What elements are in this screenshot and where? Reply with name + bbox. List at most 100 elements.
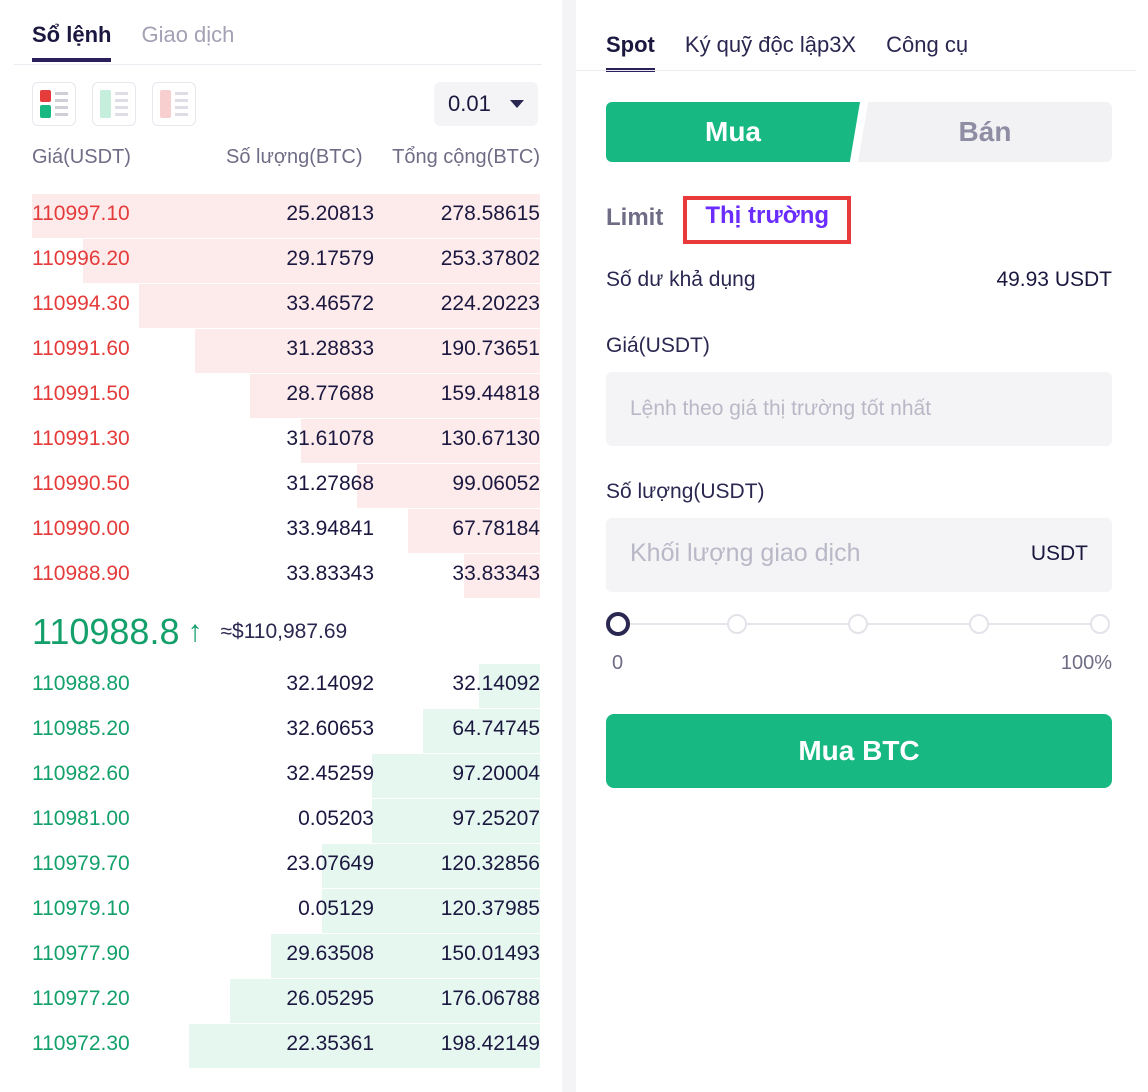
sell-tab-button[interactable]: Bán (858, 102, 1112, 162)
bid-row[interactable]: 110982.60 32.45259 97.20004 (32, 754, 540, 799)
ask-total: 278.58615 (440, 202, 540, 225)
tab-spot[interactable]: Spot (606, 32, 655, 72)
bid-total: 64.74745 (452, 717, 540, 740)
bid-qty: 29.63508 (286, 942, 374, 965)
bid-qty: 32.60653 (286, 717, 374, 740)
qty-input[interactable] (606, 518, 1112, 592)
ask-price: 110991.60 (32, 337, 130, 360)
ask-total: 190.73651 (440, 337, 540, 360)
bid-total: 120.37985 (440, 897, 540, 920)
depth-bar (32, 194, 540, 238)
bid-price: 110977.20 (32, 987, 130, 1010)
bid-price: 110977.90 (32, 942, 130, 965)
ask-qty: 25.20813 (286, 202, 374, 225)
order-type-limit[interactable]: Limit (606, 204, 664, 231)
bid-qty: 32.45259 (286, 762, 374, 785)
view-bids-icon[interactable] (92, 82, 136, 126)
ask-qty: 33.83343 (286, 562, 374, 585)
bid-qty: 32.14092 (286, 672, 374, 695)
bid-row[interactable]: 110988.80 32.14092 32.14092 (32, 664, 540, 709)
ask-row[interactable]: 110996.20 29.17579 253.37802 (32, 239, 540, 284)
bid-row[interactable]: 110972.30 22.35361 198.42149 (32, 1024, 540, 1069)
ask-row[interactable]: 110990.50 31.27868 99.06052 (32, 464, 540, 509)
qty-label: Số lượng(USDT) (606, 480, 765, 503)
ask-total: 99.06052 (452, 472, 540, 495)
amount-slider[interactable] (606, 610, 1110, 638)
depth-bar (372, 754, 540, 798)
ask-total: 224.20223 (440, 292, 540, 315)
asks-list: 110997.10 25.20813 278.58615 110996.20 29.17… (32, 194, 540, 599)
panel-divider (562, 0, 576, 1092)
ask-row[interactable]: 110990.00 33.94841 67.78184 (32, 509, 540, 554)
bid-qty: 22.35361 (286, 1032, 374, 1055)
ask-qty: 31.28833 (286, 337, 374, 360)
slider-step-25[interactable] (727, 614, 747, 634)
trade-tabs: Spot Ký quỹ độc lập3X Công cụ (606, 32, 968, 72)
bid-price: 110982.60 (32, 762, 130, 785)
price-label: Giá(USDT) (606, 334, 710, 357)
ask-total: 33.83343 (452, 562, 540, 585)
ask-row[interactable]: 110994.30 33.46572 224.20223 (32, 284, 540, 329)
slider-step-75[interactable] (969, 614, 989, 634)
tab-isolated-margin[interactable]: Ký quỹ độc lập3X (684, 32, 857, 57)
bid-total: 176.06788 (440, 987, 540, 1010)
bid-row[interactable]: 110979.10 0.05129 120.37985 (32, 889, 540, 934)
ask-total: 67.78184 (452, 517, 540, 540)
order-book-panel: Sổ lệnh Giao dịch (0, 0, 552, 1092)
bid-total: 97.25207 (452, 807, 540, 830)
depth-bar (230, 979, 540, 1023)
tab-order-book[interactable]: Sổ lệnh (32, 22, 112, 62)
ask-price: 110988.90 (32, 562, 130, 585)
depth-bar (270, 934, 540, 978)
header-price: Giá(USDT) (32, 146, 131, 168)
arrow-up-icon: ↑ (187, 615, 203, 648)
ask-qty: 33.94841 (286, 517, 374, 540)
slider-handle[interactable] (606, 612, 630, 636)
ask-row[interactable]: 110991.30 31.61078 130.67130 (32, 419, 540, 464)
ask-total: 159.44818 (440, 382, 540, 405)
ask-qty: 29.17579 (286, 247, 374, 270)
slider-step-50[interactable] (848, 614, 868, 634)
buy-btc-button[interactable]: Mua BTC (606, 714, 1112, 788)
depth-bar (301, 419, 540, 463)
precision-select[interactable]: 0.01 (434, 82, 538, 126)
qty-unit: USDT (1030, 542, 1088, 565)
depth-bar (479, 664, 540, 708)
depth-bar (194, 329, 540, 373)
tab-tools[interactable]: Công cụ (886, 32, 969, 57)
slider-step-100[interactable] (1090, 614, 1110, 634)
bids-list: 110988.80 32.14092 32.14092 110985.20 32.606… (32, 664, 540, 1069)
ask-price: 110997.10 (32, 202, 130, 225)
bid-total: 120.32856 (440, 852, 540, 875)
ask-total: 253.37802 (440, 247, 540, 270)
bid-total: 97.20004 (452, 762, 540, 785)
bid-row[interactable]: 110977.20 26.05295 176.06788 (32, 979, 540, 1024)
ask-total: 130.67130 (440, 427, 540, 450)
order-type-market[interactable]: Thị trường (683, 196, 852, 244)
bid-row[interactable]: 110979.70 23.07649 120.32856 (32, 844, 540, 889)
ask-row[interactable]: 110991.60 31.28833 190.73651 (32, 329, 540, 374)
price-input[interactable] (606, 372, 1112, 446)
header-total: Tổng cộng(BTC) (392, 146, 540, 168)
bid-row[interactable]: 110981.00 0.05203 97.25207 (32, 799, 540, 844)
view-both-icon[interactable] (32, 82, 76, 126)
ask-qty: 33.46572 (286, 292, 374, 315)
precision-value: 0.01 (448, 91, 491, 116)
view-asks-icon[interactable] (152, 82, 196, 126)
trade-panel: Spot Ký quỹ độc lập3X Công cụ Mua Bán Li… (576, 0, 1148, 1092)
divider (14, 64, 542, 65)
bid-total: 150.01493 (440, 942, 540, 965)
bid-price: 110985.20 (32, 717, 130, 740)
bid-total: 32.14092 (452, 672, 540, 695)
bid-row[interactable]: 110985.20 32.60653 64.74745 (32, 709, 540, 754)
ask-row[interactable]: 110988.90 33.83343 33.83343 (32, 554, 540, 599)
depth-bar (357, 464, 540, 508)
bid-qty: 26.05295 (286, 987, 374, 1010)
last-price-usd: ≈$110,987.69 (220, 620, 348, 643)
last-price-value: 110988.8 (32, 611, 180, 652)
bid-row[interactable]: 110977.90 29.63508 150.01493 (32, 934, 540, 979)
ask-row[interactable]: 110991.50 28.77688 159.44818 (32, 374, 540, 419)
buy-tab-button[interactable]: Mua (606, 102, 860, 162)
ask-row[interactable]: 110997.10 25.20813 278.58615 (32, 194, 540, 239)
tab-trades[interactable]: Giao dịch (141, 22, 235, 47)
